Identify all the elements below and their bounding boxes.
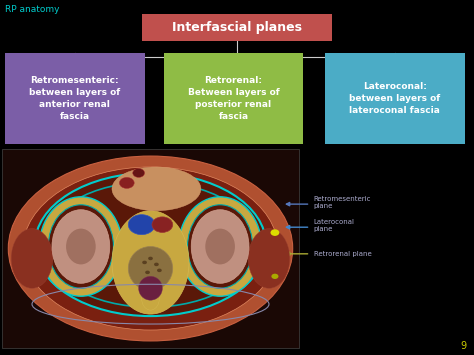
Circle shape — [152, 217, 173, 233]
Ellipse shape — [142, 286, 159, 310]
Ellipse shape — [23, 167, 278, 330]
Text: RP anatomy: RP anatomy — [5, 5, 59, 14]
FancyBboxPatch shape — [5, 53, 145, 144]
Ellipse shape — [66, 229, 96, 264]
Circle shape — [271, 274, 279, 279]
Ellipse shape — [248, 229, 290, 288]
Ellipse shape — [188, 205, 253, 288]
Ellipse shape — [39, 197, 122, 296]
Text: Lateroconal
plane: Lateroconal plane — [314, 219, 355, 232]
Text: Interfascial planes: Interfascial planes — [172, 21, 302, 34]
FancyBboxPatch shape — [325, 53, 465, 144]
Circle shape — [133, 169, 145, 178]
Text: Retrorenal plane: Retrorenal plane — [314, 251, 372, 257]
Ellipse shape — [112, 211, 189, 314]
Circle shape — [154, 263, 159, 266]
Circle shape — [142, 261, 147, 264]
Ellipse shape — [52, 210, 110, 283]
Ellipse shape — [35, 173, 266, 316]
Text: Retromesenteric:
between layers of
anterior renal
fascia: Retromesenteric: between layers of anter… — [29, 76, 120, 121]
Text: 9: 9 — [461, 342, 467, 351]
Ellipse shape — [128, 246, 173, 290]
Ellipse shape — [191, 210, 249, 283]
Text: Lateroconal:
between layers of
lateroconal fascia: Lateroconal: between layers of laterocon… — [349, 82, 440, 115]
Circle shape — [145, 271, 150, 274]
Circle shape — [128, 215, 155, 235]
Text: Retromesenteric
plane: Retromesenteric plane — [314, 196, 371, 209]
Ellipse shape — [48, 205, 113, 288]
Ellipse shape — [112, 167, 201, 211]
Circle shape — [119, 178, 134, 189]
Ellipse shape — [179, 197, 262, 296]
Text: Retrorenal:
Between layers of
posterior renal
fascia: Retrorenal: Between layers of posterior … — [188, 76, 279, 121]
Circle shape — [271, 229, 279, 236]
Circle shape — [157, 269, 162, 272]
FancyBboxPatch shape — [142, 14, 332, 41]
FancyBboxPatch shape — [164, 53, 303, 144]
FancyBboxPatch shape — [2, 149, 299, 348]
Ellipse shape — [11, 229, 53, 288]
Ellipse shape — [138, 276, 162, 300]
Circle shape — [148, 257, 153, 260]
Ellipse shape — [9, 156, 292, 341]
Ellipse shape — [205, 229, 235, 264]
